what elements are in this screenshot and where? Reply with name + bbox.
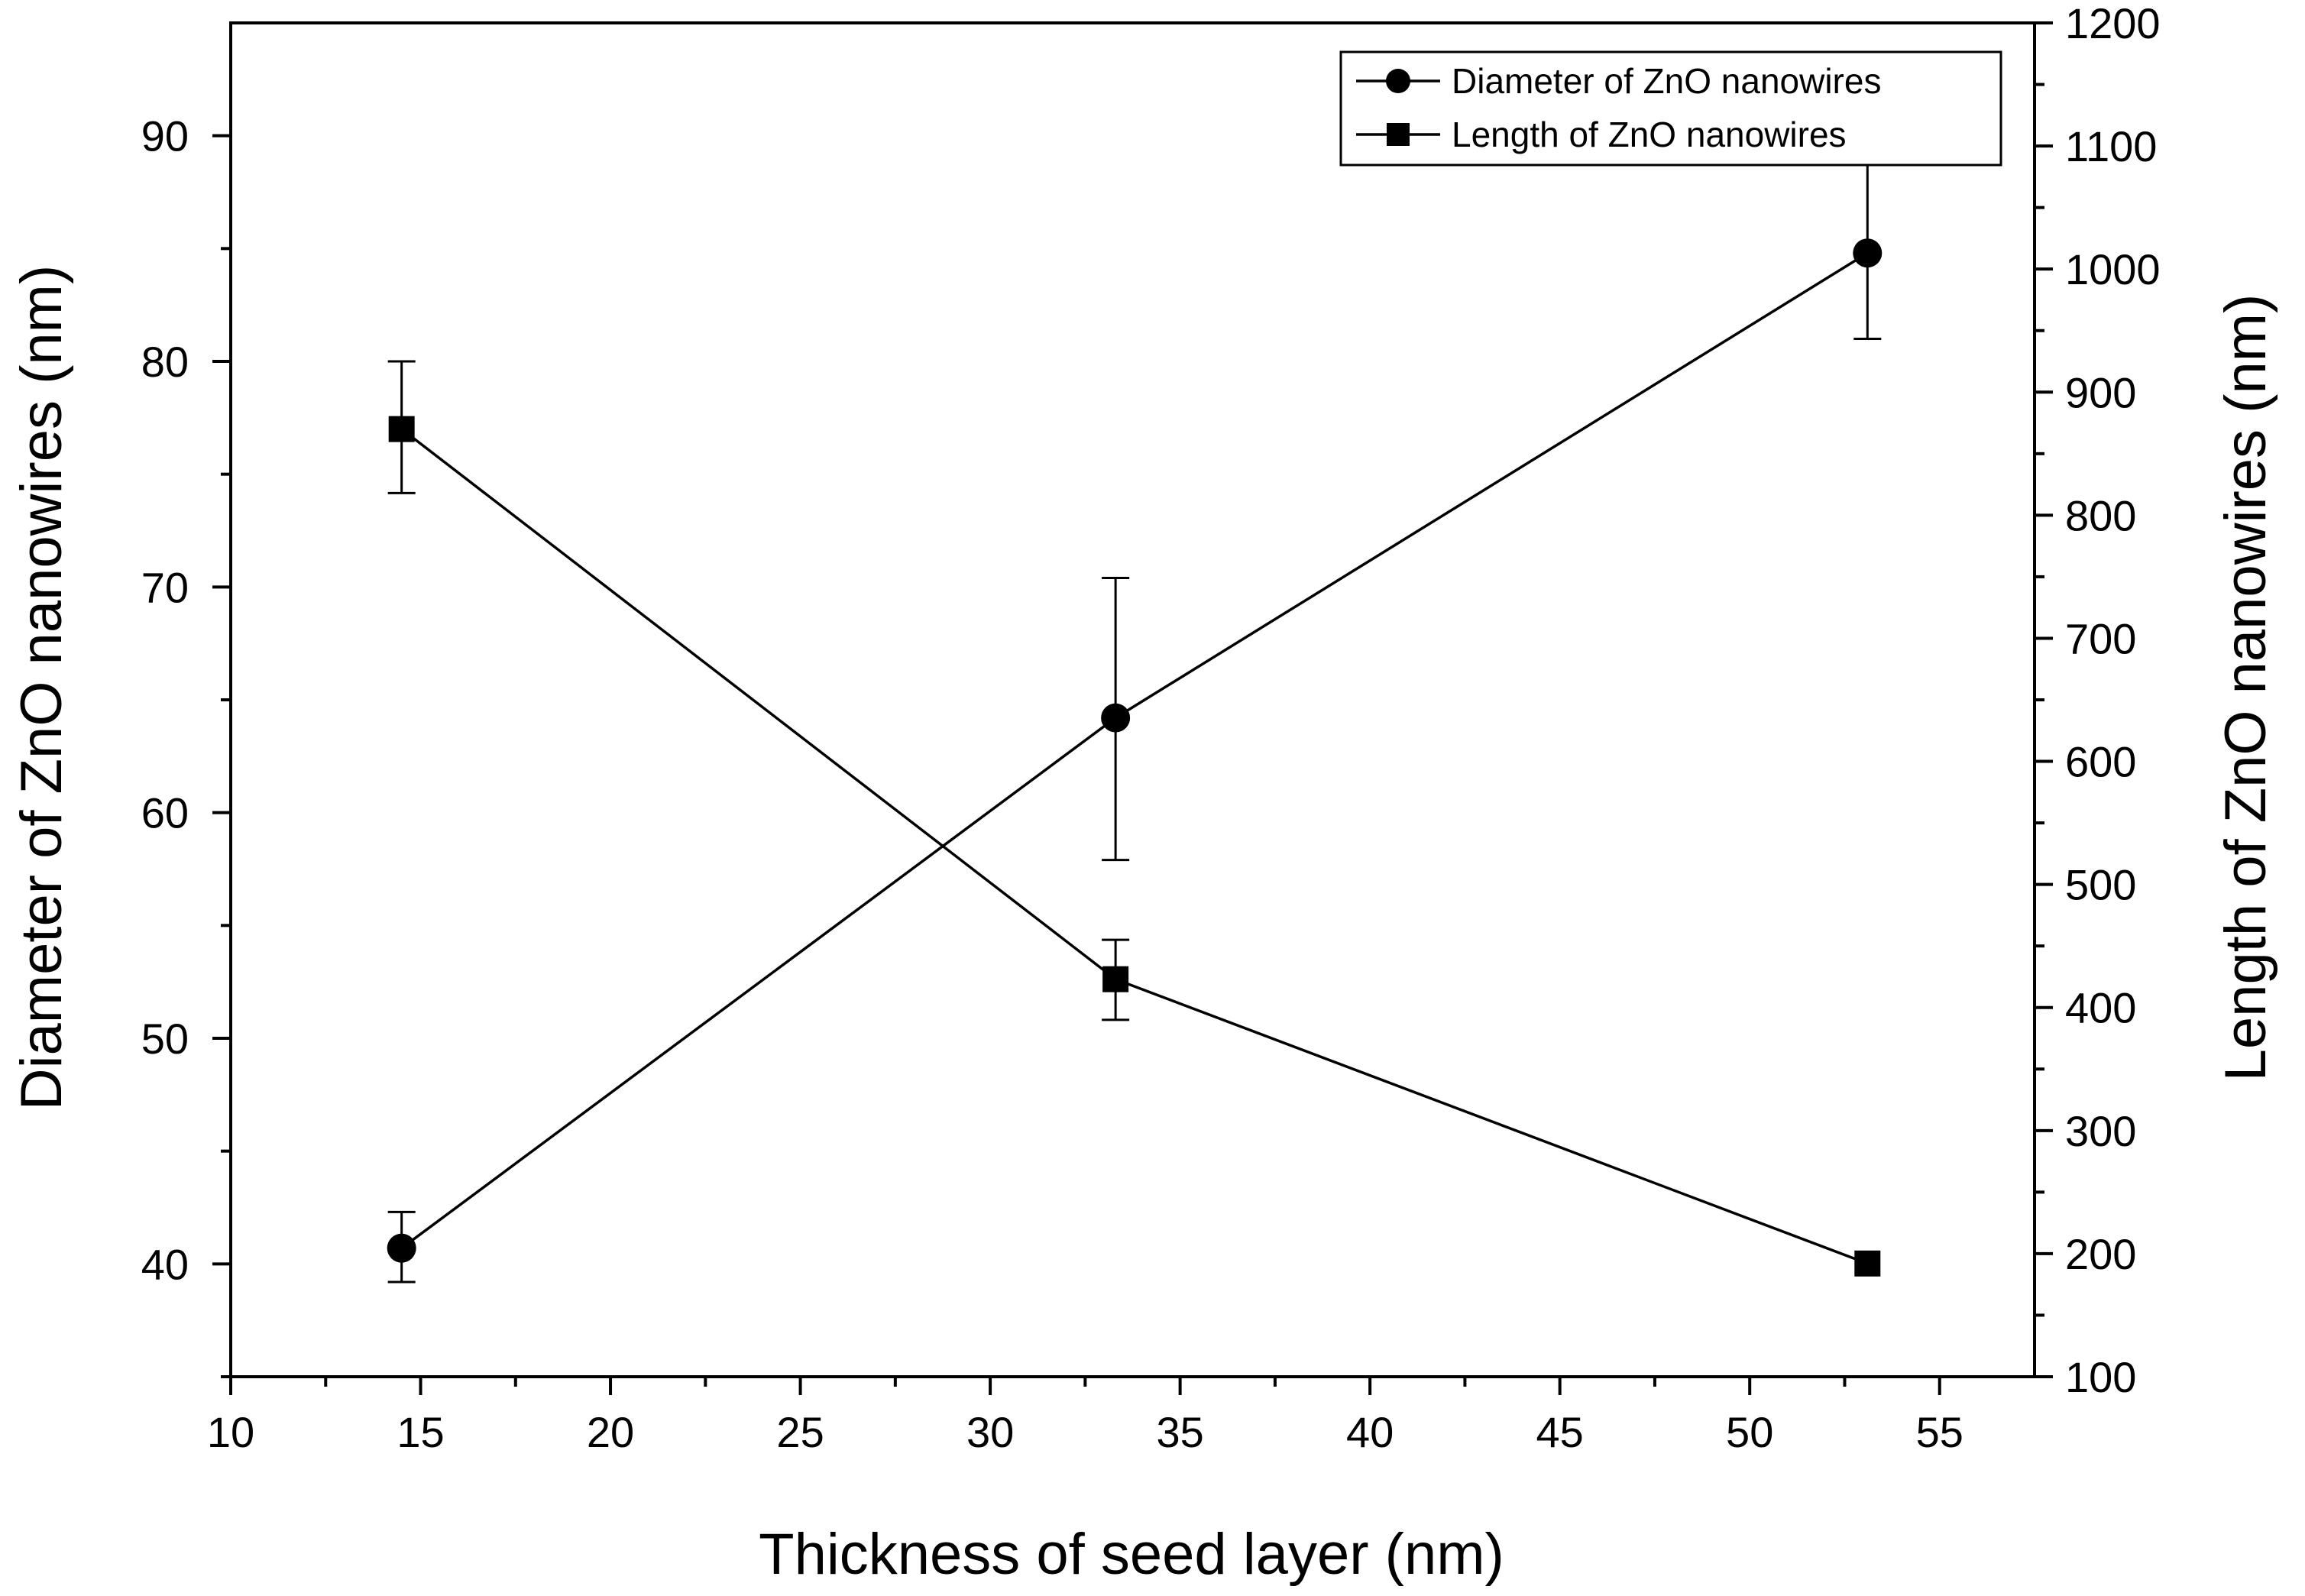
y-axis-right-title: Length of ZnO nanowires (nm): [2213, 294, 2278, 1082]
y2-tick-label-1000: 1000: [2065, 245, 2161, 293]
point-diameter-2: [1853, 238, 1883, 268]
series-layer: [387, 163, 1883, 1284]
point-diameter-0: [387, 1233, 416, 1263]
x-tick-label-35: 35: [1156, 1408, 1203, 1456]
point-diameter-1: [1101, 703, 1131, 733]
y-tick-label-80: 80: [141, 338, 189, 386]
y2-tick-label-100: 100: [2065, 1353, 2136, 1401]
x-axis: 10 15 20 25 30 35 40 45 50 55: [207, 1377, 1963, 1456]
x-tick-label-40: 40: [1346, 1408, 1394, 1456]
y2-tick-label-600: 600: [2065, 738, 2136, 786]
legend-box: [1339, 50, 2002, 167]
y-axis-left-title: Diameter of ZnO nanowires (nm): [9, 265, 74, 1111]
y-tick-label-50: 50: [141, 1015, 189, 1063]
x-tick-label-50: 50: [1726, 1408, 1773, 1456]
y2-tick-label-500: 500: [2065, 861, 2136, 909]
y2-tick-label-1100: 1100: [2065, 122, 2157, 170]
x-tick-label-20: 20: [587, 1408, 634, 1456]
y2-tick-label-700: 700: [2065, 614, 2136, 662]
x-axis-title: Thickness of seed layer (nm): [759, 1522, 1504, 1587]
x-tick-label-10: 10: [207, 1408, 254, 1456]
y-tick-label-60: 60: [141, 789, 189, 837]
y2-tick-label-800: 800: [2065, 491, 2136, 539]
y-tick-label-70: 70: [141, 563, 189, 611]
point-length-0: [388, 416, 415, 442]
x-tick-label-25: 25: [776, 1408, 824, 1456]
y2-tick-label-400: 400: [2065, 984, 2136, 1032]
x-tick-label-55: 55: [1916, 1408, 1963, 1456]
x-tick-label-45: 45: [1536, 1408, 1584, 1456]
legend-label-diameter: Diameter of ZnO nanowires: [1452, 61, 1881, 101]
y2-tick-label-300: 300: [2065, 1107, 2136, 1155]
point-length-1: [1102, 966, 1129, 992]
legend-label-length: Length of ZnO nanowires: [1452, 115, 1847, 154]
y-tick-label-90: 90: [141, 112, 189, 160]
y2-tick-label-900: 900: [2065, 368, 2136, 416]
legend-marker-circle: [1386, 69, 1410, 93]
y-tick-label-40: 40: [141, 1240, 189, 1288]
y2-tick-label-200: 200: [2065, 1230, 2136, 1278]
point-length-2: [1854, 1250, 1881, 1277]
y-axis-right: 100 200 300 400 500 600 700 800 900 1000 1100 1200: [2035, 0, 2161, 1401]
legend-marker-square: [1387, 123, 1410, 146]
x-tick-label-15: 15: [397, 1408, 444, 1456]
y2-tick-label-1200: 1200: [2065, 0, 2161, 47]
y-axis-left: 40 50 60 70 80 90: [141, 112, 231, 1378]
x-tick-label-30: 30: [966, 1408, 1014, 1456]
legend: Diameter of ZnO nanowires Length of ZnO …: [1339, 50, 2002, 167]
